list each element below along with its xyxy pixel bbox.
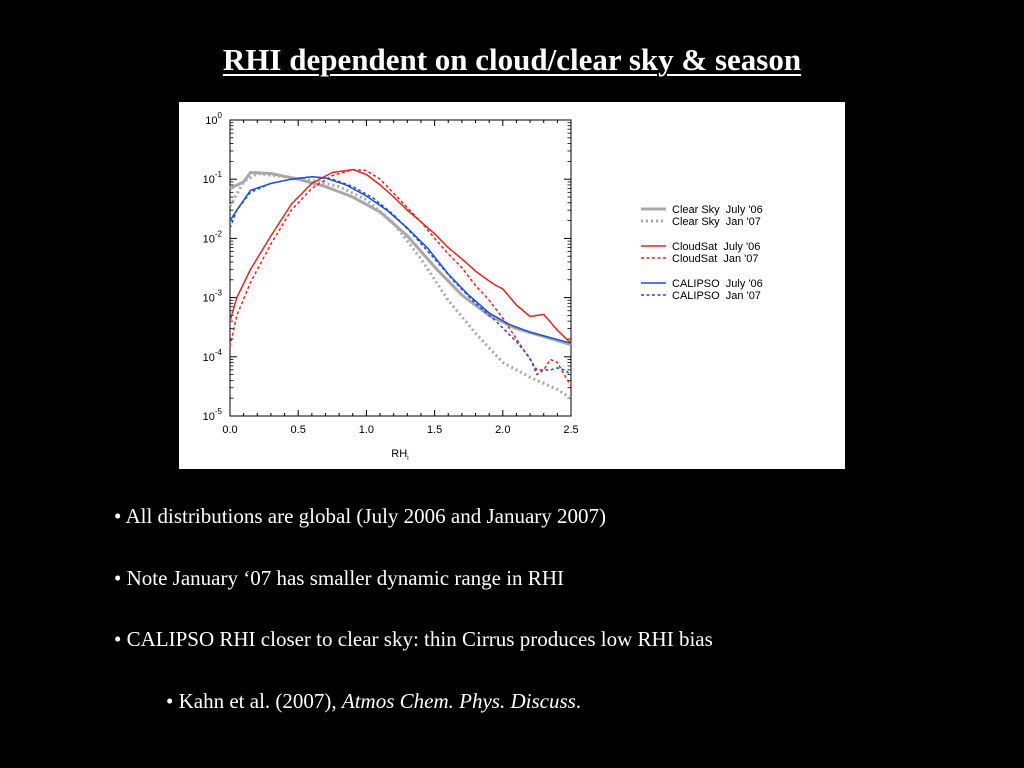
x-axis-label: RHi <box>391 448 409 462</box>
y-tick-label: 10-3 <box>203 289 223 305</box>
legend-label-3: CloudSat Jan '07 <box>672 253 759 265</box>
chart-panel: 0.0 0.5 1.0 1.5 2.0 2.5 100 10-1 10-2 10-3 10-4 10… <box>179 102 845 469</box>
y-ticks: 100 10-1 10-2 10-3 10-4 10-5 <box>203 111 571 423</box>
legend-label-0: Clear Sky July '06 <box>672 204 763 216</box>
y-tick-label: 10-5 <box>203 407 223 423</box>
series-line-4 <box>229 175 572 344</box>
x-ticks: 0.0 0.5 1.0 1.5 2.0 2.5 <box>222 120 579 436</box>
bullet-january-range: • Note January ‘07 has smaller dynamic r… <box>114 566 564 590</box>
citation-suffix: . <box>575 689 582 713</box>
plot-frame <box>229 119 572 417</box>
series-line-0 <box>229 171 572 347</box>
series-lines <box>228 168 572 400</box>
citation-journal: Atmos Chem. Phys. Discuss <box>341 689 576 713</box>
x-tick-label: 1.0 <box>359 424 374 436</box>
x-tick-label: 0.5 <box>291 424 306 436</box>
rhi-distribution-chart: 0.0 0.5 1.0 1.5 2.0 2.5 10010-110-210-310-410… <box>203 111 763 462</box>
series-line-5 <box>229 175 572 376</box>
bullet-global-distributions: • All distributions are global (July 200… <box>114 504 607 528</box>
series-line-2 <box>229 168 572 344</box>
citation-prefix: • Kahn et al. (2007), <box>166 689 342 713</box>
x-tick-label: 0.0 <box>222 424 237 436</box>
legend-label-2: CloudSat July '06 <box>672 241 760 253</box>
bullet-calipso-bias: • CALIPSO RHI closer to clear sky: thin … <box>114 627 713 651</box>
legend-label-5: CALIPSO Jan '07 <box>672 290 761 302</box>
y-tick-label: 10-4 <box>203 348 223 364</box>
x-tick-label: 1.5 <box>427 424 442 436</box>
x-tick-label: 2.5 <box>563 424 578 436</box>
series-line-1 <box>228 172 572 400</box>
y-tick-label: 10-1 <box>203 170 223 186</box>
legend-label-1: Clear Sky Jan '07 <box>672 216 761 228</box>
slide-title: RHI dependent on cloud/clear sky & seaso… <box>222 42 802 77</box>
y-tick-label: 100 <box>205 111 222 127</box>
x-tick-label: 2.0 <box>495 424 510 436</box>
y-tick-label: 10-2 <box>203 229 223 245</box>
series-line-3 <box>229 168 572 387</box>
legend-label-4: CALIPSO July '06 <box>672 278 763 290</box>
citation-bullet: • Kahn et al. (2007), Atmos Chem. Phys. … <box>166 689 581 714</box>
